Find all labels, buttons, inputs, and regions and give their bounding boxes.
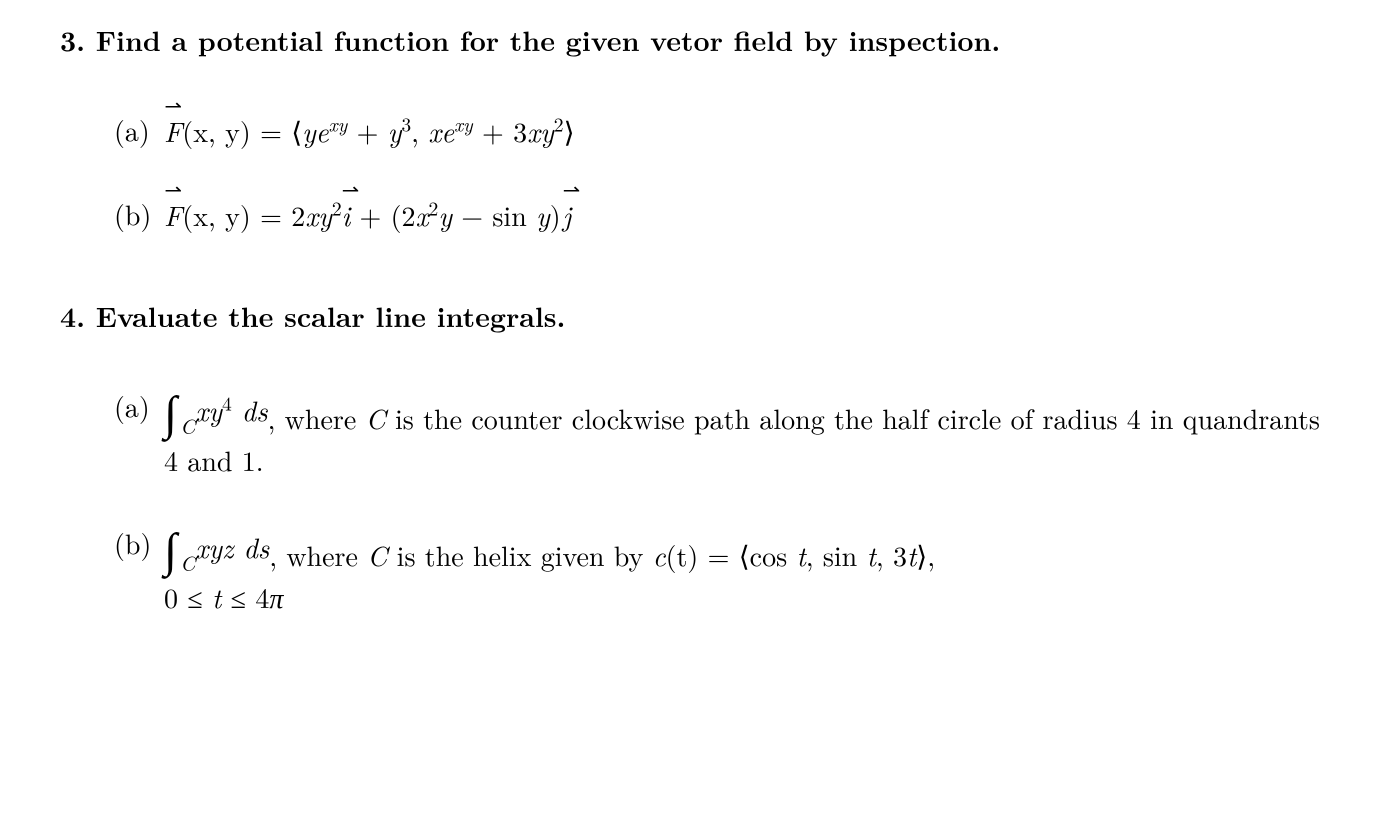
- problem-number: 4.: [60, 296, 85, 336]
- text: , where: [269, 535, 367, 575]
- problem-3b: (b) ⇀F(x, y) = 2xy2⇀i + (2x2y − sin y)⇀j: [114, 194, 1320, 236]
- problem-4-heading: 4. Evaluate the scalar line integrals.: [60, 296, 1320, 336]
- problem-title: Find a potential function for the given …: [96, 20, 1001, 60]
- math-var: c: [653, 535, 666, 575]
- vector-arrow-icon: ⇀: [563, 179, 572, 200]
- problem-4: 4. Evaluate the scalar line integrals. (…: [60, 296, 1320, 618]
- vector-arrow-icon: ⇀: [164, 95, 182, 116]
- item-label: (a): [114, 110, 164, 150]
- math-expression: ⇀F(x, y) = ⟨yexy + y3, xexy + 3xy2⟩: [164, 111, 575, 151]
- problem-3-items: (a) ⇀F(x, y) = ⟨yexy + y3, xexy + 3xy2⟩ …: [114, 110, 1320, 236]
- item-label: (a): [114, 386, 164, 426]
- item-label: (b): [114, 194, 164, 234]
- vector-arrow-icon: ⇀: [342, 179, 351, 200]
- problem-3-heading: 3. Find a potential function for the giv…: [60, 20, 1320, 60]
- text: ,: [927, 535, 935, 575]
- problem-title: Evaluate the scalar line integrals.: [96, 296, 566, 336]
- item-body: ⇀F(x, y) = 2xy2⇀i + (2x2y − sin y)⇀j: [164, 194, 1320, 236]
- text: , where: [268, 398, 366, 438]
- item-body: ⇀F(x, y) = ⟨yexy + y3, xexy + 3xy2⟩: [164, 110, 1320, 152]
- math-expression: ⇀F(x, y) = 2xy2⇀i + (2x2y − sin y)⇀j: [164, 195, 571, 235]
- problem-4-items: (a) ∫C xy4 ds , where C is the counter c…: [114, 386, 1320, 618]
- problem-4b: (b) ∫C xyz ds , where C is the helix giv…: [114, 523, 1320, 618]
- item-label: (b): [114, 523, 164, 563]
- math-var: C: [367, 535, 387, 575]
- vector-arrow-icon: ⇀: [164, 179, 182, 200]
- math-expression: 0 ≤ t ≤ 4π: [164, 577, 283, 617]
- problem-4a: (a) ∫C xy4 ds , where C is the counter c…: [114, 386, 1320, 481]
- integral-icon: ∫C: [164, 386, 177, 434]
- text: is the helix given by: [387, 535, 652, 575]
- problem-3a: (a) ⇀F(x, y) = ⟨yexy + y3, xexy + 3xy2⟩: [114, 110, 1320, 152]
- math-expression: (t) = ⟨cos t, sin t, 3t⟩: [666, 535, 928, 575]
- problem-3: 3. Find a potential function for the giv…: [60, 20, 1320, 236]
- math-var: C: [366, 398, 386, 438]
- problem-number: 3.: [60, 20, 85, 60]
- page: 3. Find a potential function for the giv…: [0, 0, 1380, 718]
- item-body: ∫C xy4 ds , where C is the counter clock…: [164, 386, 1320, 481]
- integral-icon: ∫C: [164, 523, 177, 571]
- item-body: ∫C xyz ds , where C is the helix given b…: [164, 523, 1320, 618]
